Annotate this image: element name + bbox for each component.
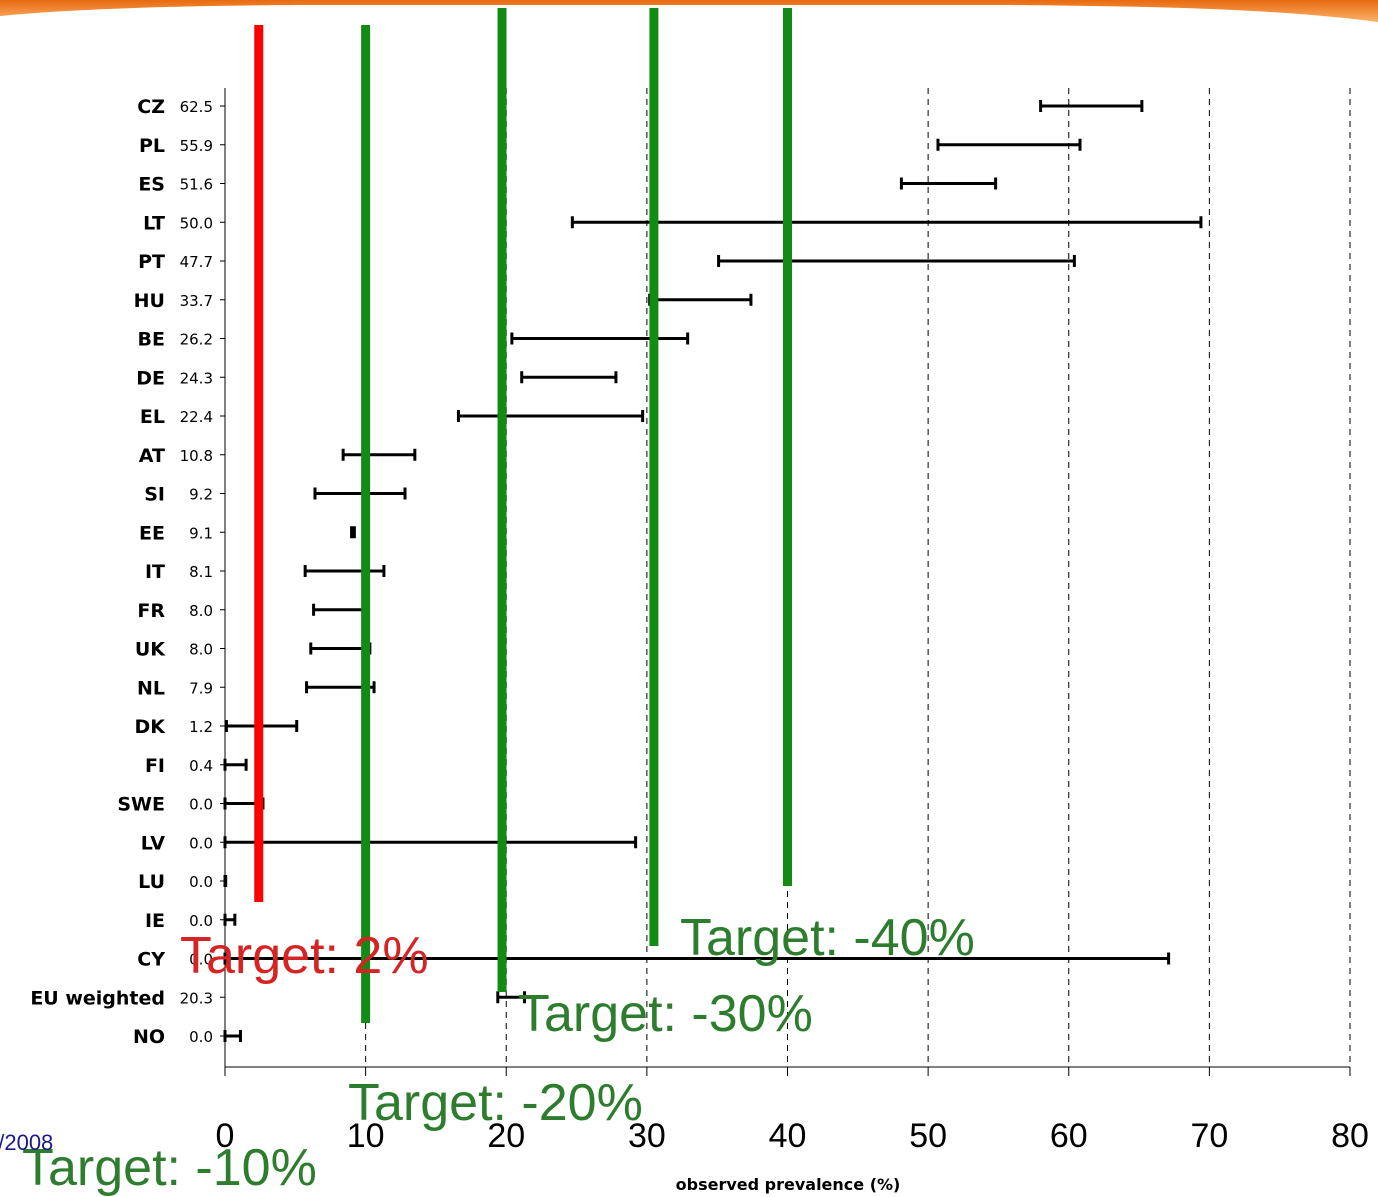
country-label-uk: UK — [135, 639, 166, 661]
country-label-es: ES — [138, 174, 165, 196]
errorbar-pt — [717, 255, 1076, 267]
value-label-ie: 0.0 — [189, 912, 213, 930]
errorbar-pl — [936, 138, 1082, 151]
value-label-pt: 47.7 — [180, 253, 213, 271]
tick-label-10: 10 — [347, 1117, 385, 1155]
value-label-dk: 1.2 — [189, 718, 213, 736]
errorbar-lu — [223, 875, 228, 887]
country-label-at: AT — [139, 445, 165, 467]
country-label-ee: EE — [139, 522, 165, 544]
errorbar-cz — [1039, 100, 1144, 112]
value-label-fi: 0.4 — [189, 757, 213, 775]
value-label-nl: 7.9 — [189, 679, 213, 697]
errorbar-si — [313, 487, 407, 500]
value-label-uk: 8.0 — [189, 641, 213, 659]
errorbar-ee — [350, 526, 356, 539]
target-layer: Target: 2% Target: -10% Target: -20% Target… — [22, 8, 975, 1197]
tick-label-0: 0 — [216, 1117, 235, 1155]
errorbar-lv — [223, 836, 638, 849]
errorbar-cy — [223, 952, 1171, 965]
country-label-no: NO — [133, 1026, 165, 1048]
country-label-pt: PT — [138, 251, 165, 273]
value-label-el: 22.4 — [180, 408, 213, 426]
target-label-0: Target: 2% — [180, 927, 429, 985]
value-label-lu: 0.0 — [189, 873, 213, 891]
tick-label-50: 50 — [909, 1117, 947, 1155]
tick-label-70: 70 — [1190, 1117, 1228, 1155]
country-label-si: SI — [144, 484, 165, 506]
errorbar-fi — [223, 758, 248, 771]
errorbar-fr — [312, 603, 370, 616]
errorbar-lt — [570, 216, 1203, 229]
value-label-ee: 9.1 — [189, 524, 213, 542]
value-label-it: 8.1 — [189, 563, 213, 581]
value-label-swe: 0.0 — [189, 796, 213, 814]
orange-banner — [0, 0, 1378, 22]
target-label-4: Target: -40% — [680, 909, 975, 967]
country-label-swe: SWE — [117, 794, 165, 816]
target-label-3: Target: -30% — [518, 985, 813, 1043]
errorbar-be — [510, 332, 690, 345]
errorbar-es — [899, 177, 998, 190]
errorbar-de — [520, 371, 618, 384]
value-label-fr: 8.0 — [189, 602, 213, 620]
tick-label-80: 80 — [1331, 1117, 1369, 1155]
value-label-es: 51.6 — [180, 176, 213, 194]
errorbar-layer — [223, 100, 1203, 1042]
value-label-cz: 62.5 — [180, 98, 213, 116]
country-label-ie: IE — [145, 910, 165, 932]
target-label-2: Target: -20% — [348, 1074, 643, 1132]
country-label-cy: CY — [137, 949, 165, 971]
row-label-layer: CZ 62.5 PL 55.9 ES 51.6 LT 50.0 PT 47.7 HU 33.7 BE 26… — [30, 96, 213, 1048]
value-label-pl: 55.9 — [180, 137, 213, 155]
errorbar-it — [303, 565, 386, 577]
value-label-at: 10.8 — [180, 447, 213, 465]
country-label-hu: HU — [134, 290, 165, 312]
value-label-hu: 33.7 — [180, 292, 213, 310]
country-label-be: BE — [138, 329, 165, 351]
errorbar-no — [223, 1030, 242, 1042]
tick-label-20: 20 — [487, 1117, 525, 1155]
value-label-lt: 50.0 — [180, 214, 213, 232]
tick-label-60: 60 — [1050, 1117, 1088, 1155]
errorbar-ie — [223, 913, 237, 926]
footer-date: 2/2008 — [0, 1130, 53, 1155]
value-label-de: 24.3 — [180, 369, 213, 387]
value-label-si: 9.2 — [189, 486, 213, 504]
target-label-1: Target: -10% — [22, 1139, 317, 1197]
x-axis-title: observed prevalence (%) — [676, 1175, 901, 1194]
errorbar-el — [456, 410, 645, 422]
errorbar-uk — [309, 642, 372, 655]
tick-label-30: 30 — [628, 1117, 666, 1155]
country-label-dk: DK — [135, 716, 167, 738]
country-label-de: DE — [136, 367, 165, 389]
country-label-fi: FI — [145, 755, 165, 777]
country-label-cz: CZ — [137, 96, 165, 118]
value-label-eu-weighted: 20.3 — [180, 989, 213, 1007]
country-label-pl: PL — [139, 135, 165, 157]
errorbar-at — [341, 448, 417, 461]
errorbar-eu-weighted — [496, 991, 527, 1004]
country-label-el: EL — [140, 406, 165, 428]
country-label-it: IT — [145, 561, 165, 583]
value-label-cy: 0.0 — [189, 951, 213, 969]
value-label-lv: 0.0 — [189, 834, 213, 852]
x-axis: 0 10 20 30 40 50 60 70 80 — [216, 88, 1369, 1155]
country-label-nl: NL — [137, 677, 165, 699]
value-label-no: 0.0 — [189, 1028, 213, 1046]
country-label-eu-weighted: EU weighted — [30, 987, 165, 1009]
errorbar-hu — [648, 293, 753, 306]
country-label-lv: LV — [141, 832, 165, 854]
country-label-lt: LT — [143, 212, 165, 234]
country-label-fr: FR — [137, 600, 165, 622]
country-label-lu: LU — [138, 871, 165, 893]
value-label-be: 26.2 — [180, 331, 213, 349]
tick-label-40: 40 — [769, 1117, 807, 1155]
